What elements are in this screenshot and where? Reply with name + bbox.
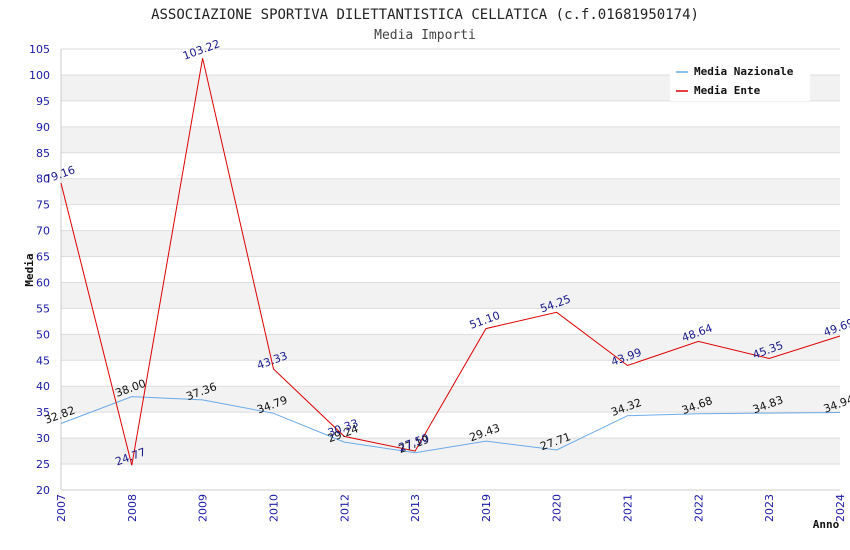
x-tick-label: 2024	[834, 494, 847, 522]
y-tick-label: 55	[36, 302, 50, 315]
y-tick-label: 70	[36, 225, 50, 238]
legend: Media Nazionale Media Ente	[670, 61, 810, 101]
y-axis-label: Media	[23, 253, 36, 286]
x-tick-label: 2012	[338, 494, 351, 522]
x-tick-labels: 2007 2008 2009 2010 2012 2013 2019 2020 2021 2022…	[55, 494, 847, 522]
y-tick-label: 50	[36, 328, 50, 341]
x-tick-label: 2020	[551, 494, 564, 522]
gridlines	[61, 48, 840, 491]
y-tick-label: 45	[36, 354, 50, 367]
y-tick-label: 105	[29, 43, 50, 56]
y-tick-label: 30	[36, 432, 50, 445]
y-tick-label: 80	[36, 173, 50, 186]
chart-title: ASSOCIAZIONE SPORTIVA DILETTANTISTICA CE…	[151, 7, 699, 23]
series-line-media-nazionale	[60, 396, 841, 454]
x-tick-label: 2021	[622, 494, 635, 522]
y-tick-label: 60	[36, 276, 50, 289]
x-tick-label: 2019	[480, 494, 493, 522]
y-tick-label: 100	[29, 69, 50, 82]
legend-label-media-nazionale: Media Nazionale	[694, 65, 794, 78]
y-tick-label: 40	[36, 380, 50, 393]
y-tick-label: 75	[36, 199, 50, 212]
grid-band	[61, 438, 840, 465]
axes	[60, 49, 840, 491]
y-tick-label: 65	[36, 251, 50, 264]
legend-label-media-ente: Media Ente	[694, 84, 761, 97]
data-label: 103.22	[181, 37, 222, 62]
x-tick-label: 2022	[692, 494, 705, 522]
y-tick-label: 35	[36, 406, 50, 419]
series-line-media-ente	[60, 58, 841, 466]
y-tick-label: 95	[36, 95, 50, 108]
grid-band	[61, 282, 840, 309]
x-axis-label: Anno	[813, 518, 840, 531]
y-tick-label: 85	[36, 147, 50, 160]
grid-band	[61, 178, 840, 205]
x-tick-label: 2013	[409, 494, 422, 522]
plot-background-bands	[61, 74, 840, 465]
x-tick-label: 2009	[197, 494, 210, 522]
y-tick-label: 25	[36, 458, 50, 471]
grid-band	[61, 334, 840, 361]
y-tick-label: 20	[36, 484, 50, 497]
x-tick-label: 2007	[55, 494, 68, 522]
x-tick-label: 2023	[763, 494, 776, 522]
grid-band	[61, 230, 840, 257]
x-tick-label: 2008	[126, 494, 139, 522]
grid-band	[61, 126, 840, 153]
chart-subtitle: Media Importi	[374, 28, 476, 43]
legend-box	[670, 61, 810, 101]
data-label: 51.10	[468, 309, 502, 332]
series-lines	[60, 58, 841, 466]
y-tick-label: 90	[36, 121, 50, 134]
y-tick-labels: 20 25 30 35 40 45 50 55 60 65 70 75 80 85 90 95 100 105	[29, 43, 50, 497]
x-tick-label: 2010	[267, 494, 280, 522]
